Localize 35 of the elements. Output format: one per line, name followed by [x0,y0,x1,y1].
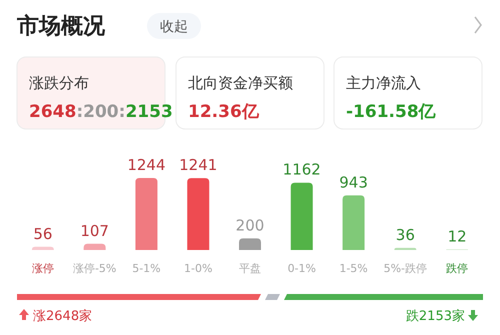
x-tick-label: 1-0% [184,262,212,275]
bar [135,178,158,250]
data-label: 36 [396,226,415,244]
x-tick-label: 涨停 [32,262,54,275]
text: 12.36亿 [188,102,260,122]
x-tick-label: 0-1% [288,262,316,275]
text: -161.58亿 [346,102,437,122]
data-label: 1244 [127,156,166,174]
data-label: 943 [339,173,368,192]
text: 涨2648家 [33,308,92,324]
text: 市场概况 [16,13,106,39]
text: 北向资金净买额 [188,74,293,92]
text: 主力净流入 [346,74,421,92]
x-tick-label: 5%-跌停 [384,262,428,275]
x-tick-label: 1-5% [339,262,368,275]
x-tick-label: 5-1% [132,262,161,275]
bar [32,246,54,250]
data-label: 1241 [179,156,218,174]
data-label: 56 [33,224,52,243]
text: 跌2153家 [406,308,465,324]
text: 收起 [160,19,188,35]
x-tick-label: 涨停-5% [72,262,116,275]
bar [187,178,210,250]
bar [239,238,261,250]
x-tick-label: 跌停 [446,262,468,275]
text: 涨跌分布 [29,74,89,92]
bar [342,195,365,250]
x-tick-label: 平盘 [239,262,261,275]
data-label: 200 [236,216,264,234]
bar [84,244,106,250]
data-label: 12 [448,227,467,246]
bar [290,182,313,250]
data-label: 107 [80,222,109,240]
text: 2648:200:2153 [29,102,173,122]
data-label: 1162 [282,160,321,179]
